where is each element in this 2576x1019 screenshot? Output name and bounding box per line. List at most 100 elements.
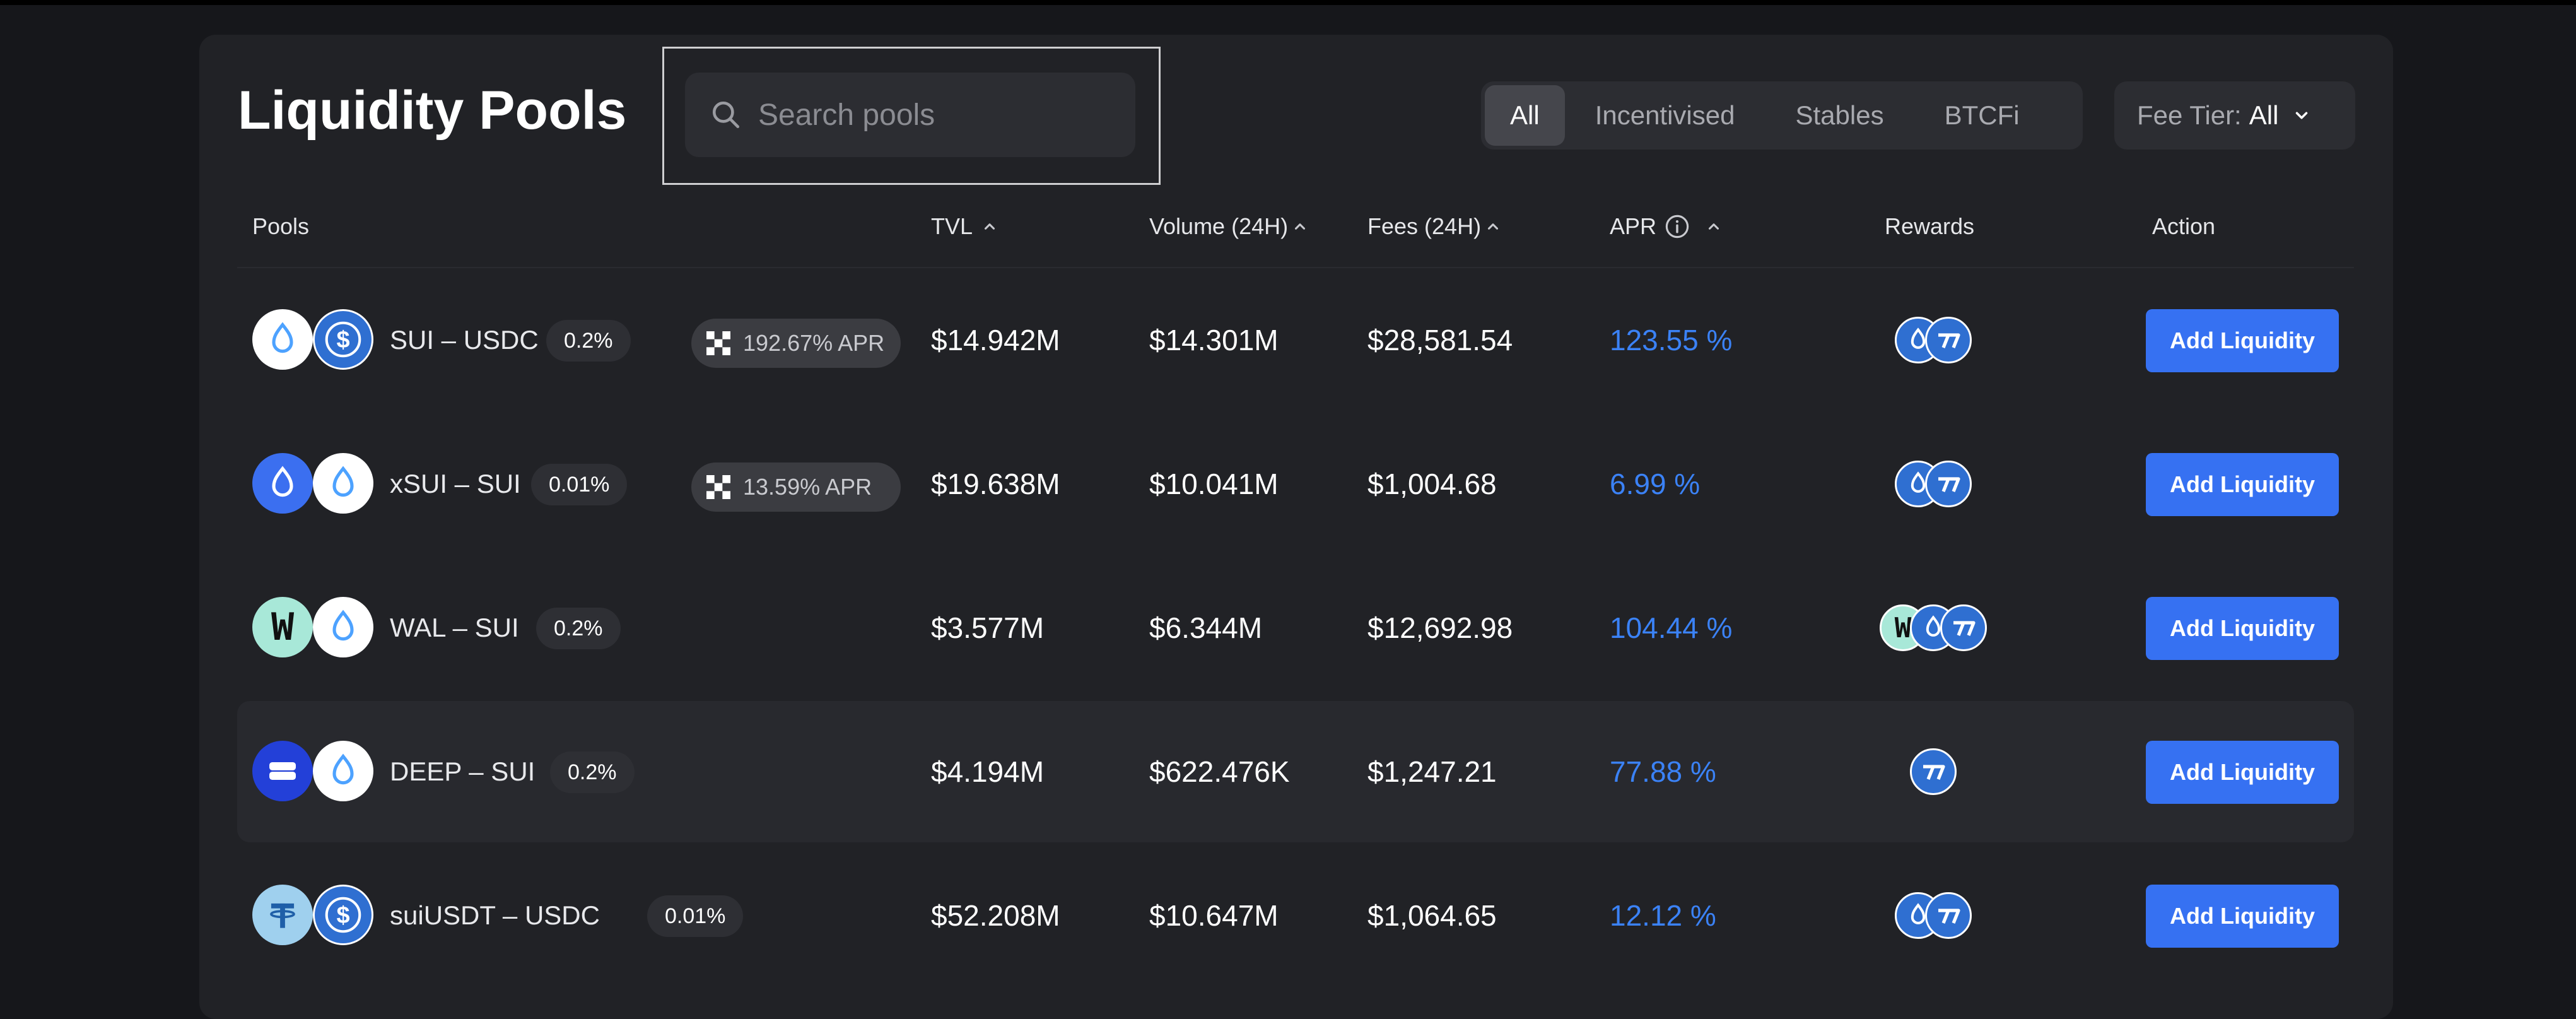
- wal-token-icon: W: [252, 597, 313, 657]
- usdt-token-icon: [252, 885, 313, 945]
- add-liquidity-button[interactable]: Add Liquidity: [2146, 597, 2339, 660]
- volume-value: $10.647M: [1149, 899, 1279, 932]
- sort-up-icon: [1488, 223, 1499, 230]
- volume-value: $14.301M: [1149, 324, 1279, 356]
- turbos-reward-icon: [1910, 748, 1957, 795]
- table-row-hovered: DEEP – SUI 0.2% $4.194M $622.476K $1,247…: [237, 701, 2354, 842]
- fees-value: $1,247.21: [1367, 755, 1497, 788]
- apr-value: 6.99 %: [1610, 468, 1701, 500]
- fees-value: $1,004.68: [1367, 468, 1497, 500]
- column-header-tvl[interactable]: TVL: [931, 186, 998, 267]
- svg-text:$: $: [336, 902, 349, 929]
- sui-token-icon: [313, 597, 373, 657]
- tab-all[interactable]: All: [1485, 85, 1565, 146]
- fee-tier-badge: 0.01%: [531, 464, 628, 505]
- search-input[interactable]: [758, 97, 1111, 133]
- tvl-value: $14.942M: [931, 324, 1060, 356]
- page-title: Liquidity Pools: [238, 80, 627, 141]
- column-pools-label: Pools: [252, 213, 310, 239]
- pool-pair-name[interactable]: xSUI – SUI: [390, 469, 521, 498]
- incentive-apr-text: 192.67% APR: [743, 330, 885, 356]
- column-rewards-label: Rewards: [1885, 213, 1975, 239]
- pool-pair-name[interactable]: DEEP – SUI: [390, 757, 536, 786]
- turbos-reward-icon: [1940, 604, 1987, 651]
- sort-up-icon: [985, 223, 995, 230]
- add-liquidity-button[interactable]: Add Liquidity: [2146, 309, 2339, 372]
- search-box[interactable]: [685, 73, 1135, 157]
- usdc-token-icon: $: [313, 885, 373, 945]
- tab-incentivised[interactable]: Incentivised: [1595, 100, 1735, 130]
- window-top-edge: [0, 0, 2576, 5]
- pool-pair-name[interactable]: SUI – USDC: [390, 325, 539, 355]
- add-liquidity-button[interactable]: Add Liquidity: [2146, 741, 2339, 804]
- usdc-token-icon: $: [313, 309, 373, 370]
- apr-value: 104.44 %: [1610, 611, 1733, 644]
- column-header-pools: Pools: [252, 186, 309, 267]
- svg-text:$: $: [336, 327, 349, 353]
- pool-pair-name[interactable]: suiUSDT – USDC: [390, 900, 600, 930]
- fees-value: $12,692.98: [1367, 611, 1513, 644]
- incentive-apr-badge[interactable]: 13.59% APR: [691, 462, 901, 512]
- info-icon[interactable]: [1664, 213, 1690, 240]
- fee-tier-badge: 0.2%: [546, 320, 631, 362]
- column-volume-label: Volume (24H): [1149, 213, 1289, 239]
- rewards-icons: [1895, 317, 1974, 363]
- apr-value: 123.55 %: [1610, 324, 1733, 356]
- column-header-rewards: Rewards: [1885, 186, 1974, 267]
- volume-value: $10.041M: [1149, 468, 1279, 500]
- tab-btcfi[interactable]: BTCFi: [1944, 100, 2020, 130]
- table-row: $ SUI – USDC 0.2% 192.67% APR $14.942M $…: [237, 269, 2354, 411]
- column-apr-label: APR: [1610, 213, 1657, 239]
- fee-tier-dropdown[interactable]: Fee Tier: All: [2114, 81, 2355, 150]
- column-action-label: Action: [2152, 213, 2216, 239]
- fees-value: $1,064.65: [1367, 899, 1497, 932]
- turbos-reward-icon: [1925, 317, 1972, 363]
- sort-up-icon: [1709, 223, 1719, 230]
- table-row: xSUI – SUI 0.01% 13.59% APR $19.638M $10…: [237, 413, 2354, 555]
- fee-tier-badge: 0.01%: [647, 895, 744, 937]
- tvl-value: $3.577M: [931, 611, 1045, 644]
- pool-pair-name[interactable]: WAL – SUI: [390, 613, 519, 642]
- rewards-icons: W: [1880, 604, 1989, 651]
- apr-value: 77.88 %: [1610, 755, 1716, 788]
- deep-token-icon: [252, 741, 313, 801]
- apr-value: 12.12 %: [1610, 899, 1716, 932]
- add-liquidity-button[interactable]: Add Liquidity: [2146, 453, 2339, 516]
- column-header-fees[interactable]: Fees (24H): [1367, 186, 1501, 267]
- rewards-icons: [1895, 461, 1974, 507]
- tab-stables[interactable]: Stables: [1795, 100, 1884, 130]
- sort-up-icon: [1295, 223, 1306, 230]
- turbos-reward-icon: [1925, 892, 1972, 939]
- volume-value: $6.344M: [1149, 611, 1263, 644]
- table-header: Pools TVL Volume (24H) Fees (24H) APR Re…: [237, 186, 2354, 268]
- fee-tier-badge: 0.2%: [550, 751, 635, 793]
- turbos-reward-icon: [1925, 461, 1972, 507]
- fee-tier-value: All: [2249, 100, 2279, 130]
- sui-token-icon: [313, 741, 373, 801]
- incentive-icon: [706, 475, 730, 499]
- search-icon: [712, 101, 740, 129]
- column-tvl-label: TVL: [931, 213, 973, 239]
- fees-value: $28,581.54: [1367, 324, 1513, 356]
- table-row: W WAL – SUI 0.2% $3.577M $6.344M $12,692…: [237, 557, 2354, 698]
- incentive-icon: [706, 331, 730, 355]
- column-header-apr[interactable]: APR: [1610, 186, 1722, 267]
- rewards-icons: [1910, 748, 1957, 795]
- sui-token-icon: [252, 309, 313, 370]
- liquidity-pools-card: Liquidity Pools All Incentivised Stables…: [199, 35, 2393, 1019]
- rewards-icons: [1895, 892, 1974, 939]
- tvl-value: $19.638M: [931, 468, 1060, 500]
- xsui-token-icon: [252, 453, 313, 514]
- chevron-down-icon: [2296, 112, 2308, 119]
- fee-tier-badge: 0.2%: [536, 608, 621, 649]
- column-header-volume[interactable]: Volume (24H): [1149, 186, 1308, 267]
- pool-filter-tabs: All Incentivised Stables BTCFi: [1481, 81, 2083, 150]
- add-liquidity-button[interactable]: Add Liquidity: [2146, 885, 2339, 948]
- sui-token-icon: [313, 453, 373, 514]
- incentive-apr-text: 13.59% APR: [743, 474, 872, 500]
- tvl-value: $4.194M: [931, 755, 1045, 788]
- incentive-apr-badge[interactable]: 192.67% APR: [691, 319, 901, 368]
- column-fees-label: Fees (24H): [1367, 213, 1482, 239]
- tvl-value: $52.208M: [931, 899, 1060, 932]
- fee-tier-label: Fee Tier:: [2137, 100, 2242, 130]
